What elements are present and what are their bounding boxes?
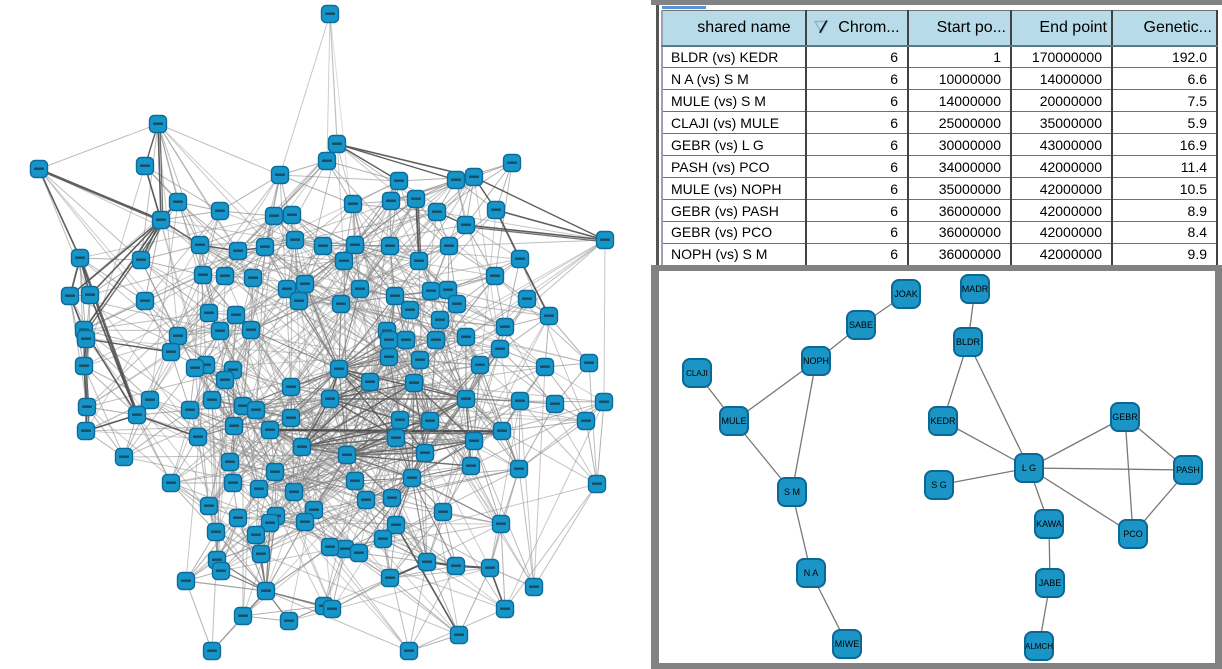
svg-text:CLAJI: CLAJI <box>686 369 708 378</box>
svg-text:MIWE: MIWE <box>835 639 860 649</box>
svg-text:GEBR: GEBR <box>1112 412 1138 422</box>
svg-text:BLDR: BLDR <box>956 337 981 347</box>
svg-text:S M: S M <box>784 487 800 497</box>
svg-text:S G: S G <box>931 480 947 490</box>
svg-text:PASH: PASH <box>1176 465 1200 475</box>
svg-text:MADR: MADR <box>962 284 989 294</box>
svg-text:SABE: SABE <box>849 320 873 330</box>
svg-text:NOPH: NOPH <box>803 356 829 366</box>
svg-text:L G: L G <box>1022 463 1036 473</box>
svg-text:MULE: MULE <box>721 416 746 426</box>
svg-text:JABE: JABE <box>1039 578 1062 588</box>
svg-text:JOAK: JOAK <box>894 289 918 299</box>
svg-text:PCO: PCO <box>1123 529 1143 539</box>
svg-text:KEDR: KEDR <box>930 416 956 426</box>
svg-text:ALMCH: ALMCH <box>1025 642 1053 651</box>
svg-text:KAWA: KAWA <box>1036 519 1062 529</box>
svg-text:N A: N A <box>804 568 819 578</box>
